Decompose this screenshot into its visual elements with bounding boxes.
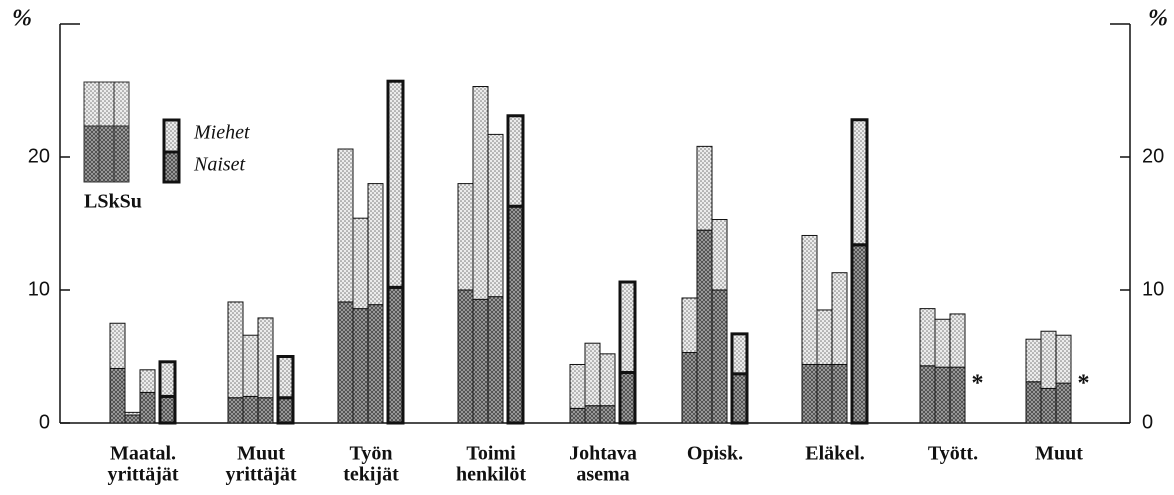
bar-segment [831, 272, 848, 365]
y-tick-label: 0 [39, 411, 50, 433]
bar-segment [227, 397, 244, 424]
y2-label: % [1148, 6, 1168, 32]
x-tick-label: asema [576, 464, 629, 486]
bar-segment [337, 148, 354, 303]
bar-segment [681, 297, 698, 354]
x-tick-label: tekijät [343, 464, 399, 486]
bar-segment [711, 289, 728, 424]
x-tick-label: yrittäjät [225, 464, 296, 486]
y2-tick-label: 20 [1142, 145, 1164, 167]
bar-segment [696, 145, 713, 231]
missing-marker: * [972, 371, 984, 397]
bar-segment [367, 183, 384, 306]
x-tick-label: Työn [350, 443, 393, 465]
bar-segment [1055, 334, 1072, 384]
x-tick-label: Muut [237, 443, 285, 465]
bar-segment [487, 133, 504, 298]
bar-segment [831, 363, 848, 424]
y-tick-label: 10 [28, 278, 50, 300]
bar-segment [109, 322, 126, 369]
bar-segment [816, 309, 833, 365]
bar-segment [569, 363, 586, 409]
bar-segment [730, 332, 749, 376]
bar-segment [457, 289, 474, 424]
bar-segment [158, 360, 177, 398]
x-tick-label: Muut [1035, 443, 1083, 465]
bar-segment [949, 366, 966, 424]
bar-segment [242, 395, 259, 424]
x-tick-label: Maatal. [110, 443, 176, 465]
bar-segment [487, 296, 504, 424]
bar-segment [506, 204, 525, 425]
bar-segment [1040, 330, 1057, 389]
bar-segment [919, 365, 936, 424]
legend-groups: LSkSu [84, 191, 142, 213]
y-label: % [12, 6, 32, 32]
bar-segment [457, 183, 474, 291]
bar-segment [139, 369, 156, 393]
bar-segment [472, 86, 489, 300]
bar-segment [386, 285, 405, 425]
bar-segment [257, 397, 274, 424]
bar-segment [801, 363, 818, 424]
x-tick-label: Johtava [569, 443, 637, 465]
x-tick-label: Tyött. [928, 443, 978, 465]
bar-segment [352, 308, 369, 424]
bar-segment [730, 372, 749, 425]
bar-segment [367, 304, 384, 424]
bar-segment [124, 411, 141, 416]
bar-segment [919, 308, 936, 367]
bar-segment [850, 243, 869, 425]
bar-segment [139, 391, 156, 424]
bar-segment [618, 370, 637, 425]
y2-tick-label: 10 [1142, 278, 1164, 300]
x-tick-label: Toimi [466, 443, 516, 465]
bar-segment [352, 217, 369, 310]
bar-segment [1055, 382, 1072, 424]
bar-segment [242, 334, 259, 397]
legend: Miehet Naiset LSkSu [83, 81, 250, 213]
bar-segment [1025, 381, 1042, 424]
bar-segment [584, 342, 601, 407]
bar-segment [276, 396, 295, 425]
bar-segment [158, 394, 177, 425]
bar-segment [569, 407, 586, 424]
bar-segment [850, 118, 869, 247]
bar-segment [599, 405, 616, 424]
bar-segment [584, 405, 601, 424]
bar-segment [934, 366, 951, 424]
missing-marker: * [1078, 371, 1090, 397]
y-tick-label: 20 [28, 145, 50, 167]
x-tick-label: Eläkel. [805, 443, 864, 465]
bar-segment [276, 355, 295, 400]
bar-segment [506, 114, 525, 208]
x-tick-label: yrittäjät [107, 464, 178, 486]
bar-segment [124, 414, 141, 424]
bar-segment [227, 301, 244, 399]
bar-segment [696, 229, 713, 424]
legend-label: Miehet [193, 122, 250, 144]
bar-segment [337, 301, 354, 424]
bar-segment [109, 367, 126, 424]
bar-segment [711, 219, 728, 291]
bar-segment [934, 318, 951, 368]
bar-segment [618, 280, 637, 374]
bar-segment [599, 353, 616, 407]
bar-segment [472, 298, 489, 424]
y2-tick-label: 0 [1142, 411, 1153, 433]
bar-segment [949, 313, 966, 368]
x-tick-label: Opisk. [687, 443, 743, 465]
bar-segment [1040, 387, 1057, 424]
x-tick-label: henkilöt [456, 464, 526, 486]
bar-segment [257, 317, 274, 399]
bar-segment [1025, 338, 1042, 383]
bar-segment [681, 352, 698, 424]
legend-label: Naiset [193, 154, 246, 176]
bar-segment [801, 234, 818, 365]
bar-segment [386, 79, 405, 289]
bar-segment [816, 363, 833, 424]
